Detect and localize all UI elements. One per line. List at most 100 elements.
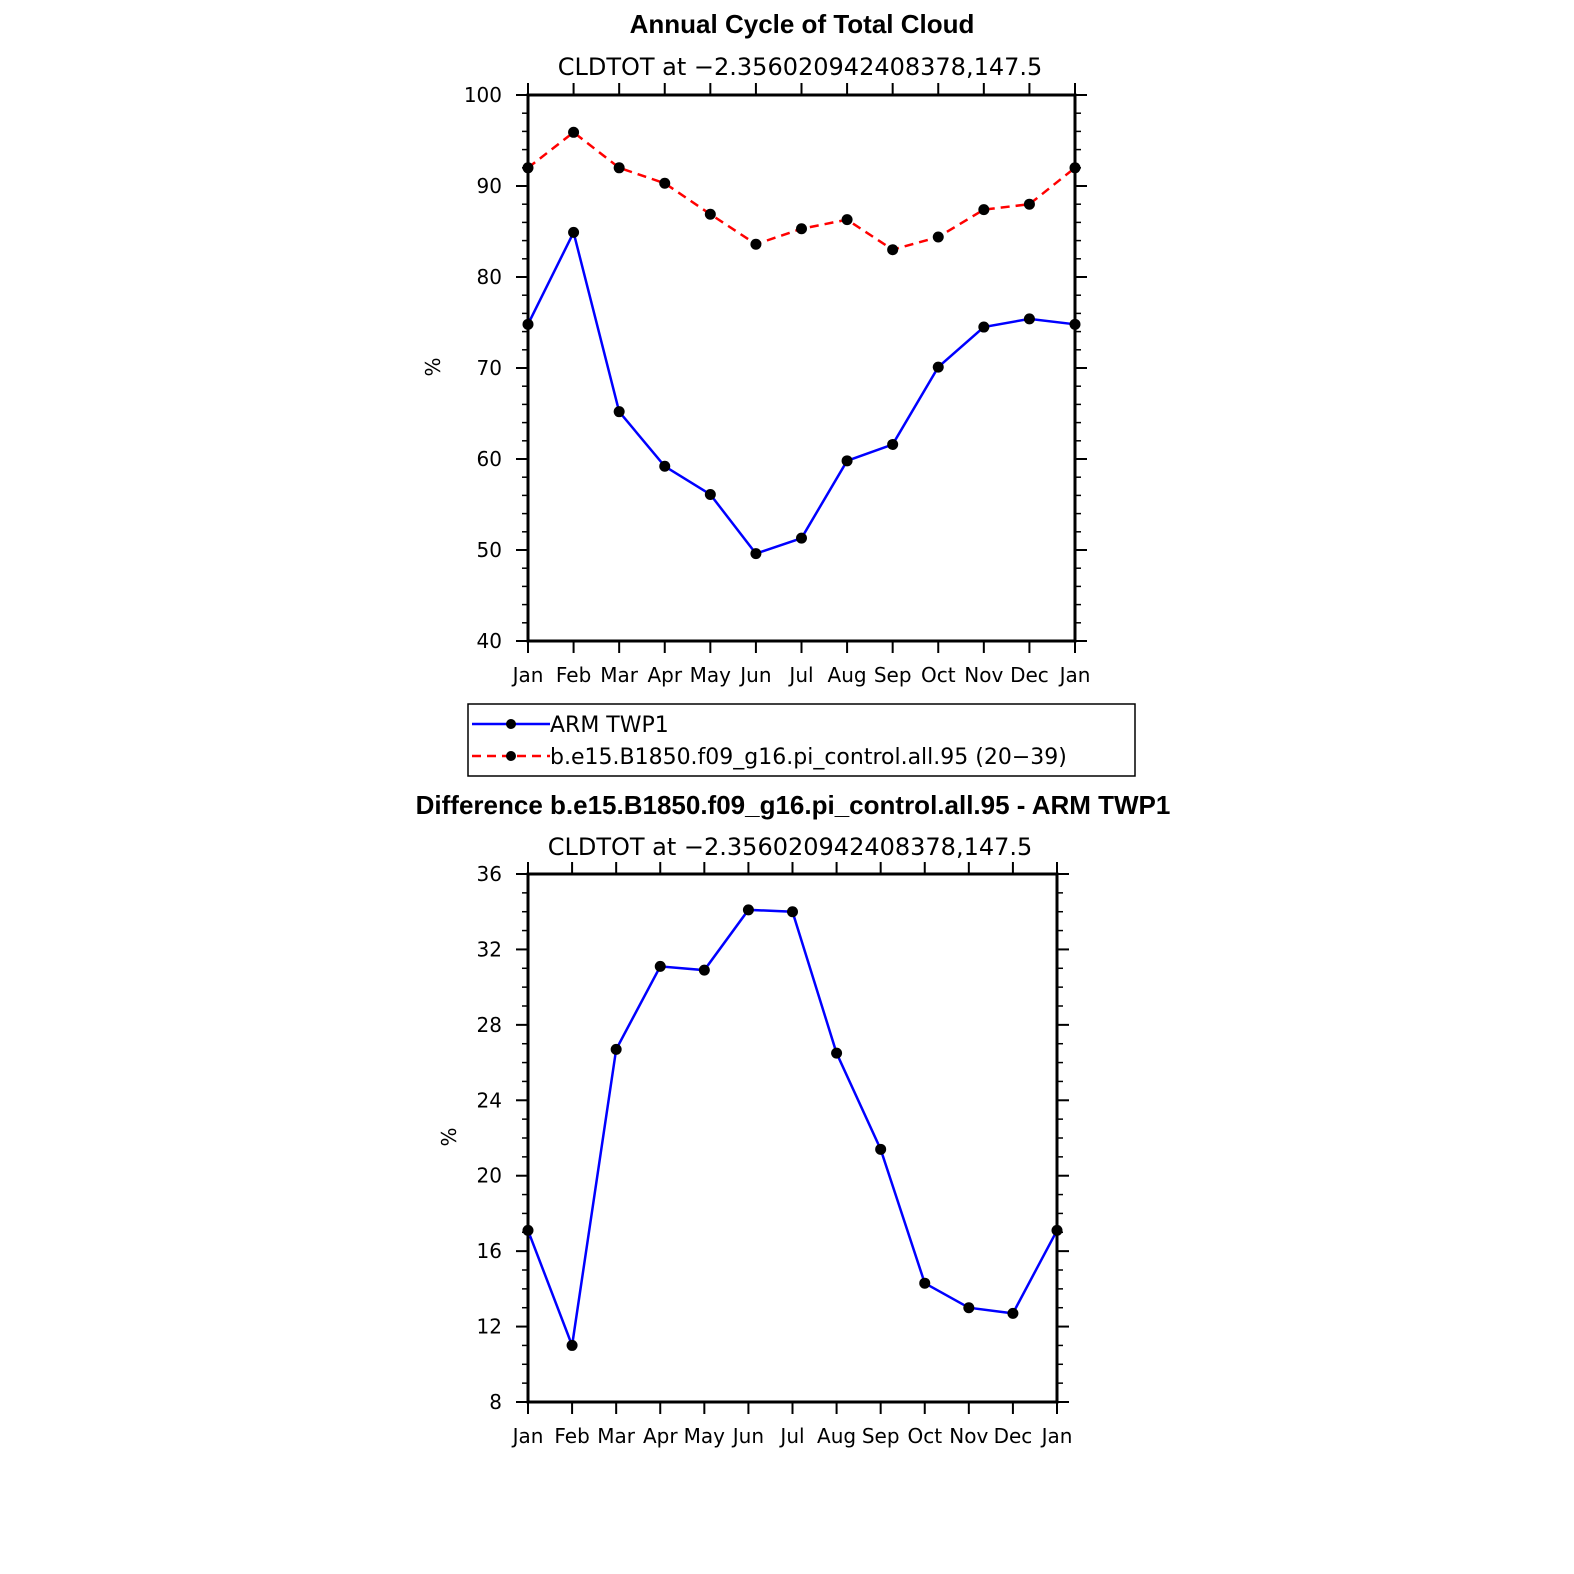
chart-subtitle: CLDTOT at −2.356020942408378,147.5 [548,833,1033,861]
y-axis-label: % [437,1127,461,1146]
chart-title: Annual Cycle of Total Cloud [630,9,975,39]
x-tick-label: Feb [554,1424,589,1448]
legend-item-arm: ARM TWP1 [472,713,669,738]
plot-area: 8 12 16 20 24 28 32 36 Jan Feb Mar Apr May Jun Jul Aug S… [477,862,1073,1448]
data-point [796,223,807,235]
data-point [659,177,671,189]
data-point [1069,162,1081,174]
annual-cycle-chart: Annual Cycle of Total Cloud CLDTOT at −2… [421,9,1090,687]
x-tick-label: Aug [828,663,867,687]
data-point [750,238,762,250]
y-tick-label: 32 [477,937,502,961]
data-point [1023,313,1035,325]
series-line-0 [526,908,1059,1351]
y-tick-label: 40 [477,629,502,653]
x-tick-label: Apr [647,663,682,687]
data-point [698,964,710,976]
x-tick-label: Oct [907,1424,942,1448]
legend-marker-model [506,751,516,761]
data-point [568,226,580,238]
data-point [932,361,944,373]
x-tick-label: Dec [994,1424,1033,1448]
data-point [750,548,762,560]
x-tick-label: Jul [778,1424,804,1448]
x-tick-label: Aug [817,1424,856,1448]
difference-chart: Difference b.e15.B1850.f09_g16.pi_contro… [416,790,1171,1448]
x-tick-label: Jan [511,663,544,687]
data-point [978,321,990,333]
legend-box [467,703,1136,777]
legend-label-arm: ARM TWP1 [550,713,669,738]
x-tick-label: Feb [556,663,591,687]
data-point [704,488,716,500]
data-point [659,460,671,472]
plot-frame [526,93,1077,643]
y-tick-label: 100 [464,83,502,107]
data-point [568,126,580,138]
data-point [613,406,625,418]
x-tick-label: Apr [643,1424,678,1448]
chart-title: Difference b.e15.B1850.f09_g16.pi_contro… [416,790,1171,820]
x-tick-label: Jan [1058,663,1091,687]
data-point [522,1224,534,1236]
x-tick-label: Sep [874,663,912,687]
x-tick-label: Jul [787,663,813,687]
data-point [654,960,666,972]
x-tick-label: Nov [964,663,1003,687]
y-tick-label: 28 [477,1013,502,1037]
data-point [796,532,807,544]
data-point [875,1143,887,1155]
legend-marker-arm [506,719,516,729]
data-point [566,1339,578,1351]
data-point [522,162,534,174]
plot-frame [526,872,1059,1404]
legend-label-model: b.e15.B1850.f09_g16.pi_control.all.95 (2… [550,745,1067,770]
data-point [1051,1224,1063,1236]
x-tick-label: Jan [1040,1424,1073,1448]
y-tick-label: 20 [477,1164,502,1188]
data-point [613,162,625,174]
y-tick-label: 80 [477,265,502,289]
x-tick-label: Dec [1010,663,1049,687]
x-tick-label: Nov [949,1424,988,1448]
legend-item-model: b.e15.B1850.f09_g16.pi_control.all.95 (2… [472,745,1067,770]
y-tick-label: 16 [477,1239,502,1263]
y-tick-label: 90 [477,174,502,198]
data-point [742,904,754,916]
data-point [887,244,899,256]
x-tick-label: Jun [738,663,771,687]
y-axis-label: % [421,357,445,376]
x-tick-label: Mar [600,663,639,687]
data-point [978,204,990,216]
data-point [704,208,716,220]
data-point [919,1277,931,1289]
x-tick-label: Sep [862,1424,900,1448]
y-tick-label: 70 [477,356,502,380]
y-tick-label: 8 [489,1390,502,1414]
x-tick-label: May [690,663,732,687]
x-tick-label: May [684,1424,726,1448]
legend: ARM TWP1 b.e15.B1850.f09_g16.pi_control.… [467,703,1136,777]
chart-subtitle: CLDTOT at −2.356020942408378,147.5 [558,53,1043,81]
data-point [841,214,853,226]
data-point [610,1043,622,1055]
x-tick-label: Oct [921,663,956,687]
data-point [841,455,853,467]
data-point [831,1047,843,1059]
y-tick-label: 36 [477,862,502,886]
y-tick-label: 50 [477,538,502,562]
series-line-0 [526,228,1076,556]
data-point [1069,318,1081,330]
x-tick-label: Jun [731,1424,764,1448]
data-point [522,318,534,330]
y-tick-label: 12 [477,1315,502,1339]
x-tick-label: Mar [597,1424,636,1448]
data-point [963,1302,975,1314]
plot-area: 40 50 60 70 80 90 100 Jan Feb Mar Apr May Jun Jul Aug S… [464,83,1091,687]
data-point [932,231,944,243]
x-tick-label: Jan [511,1424,544,1448]
data-point [1007,1307,1019,1319]
data-point [787,906,798,918]
y-tick-label: 24 [477,1088,502,1112]
